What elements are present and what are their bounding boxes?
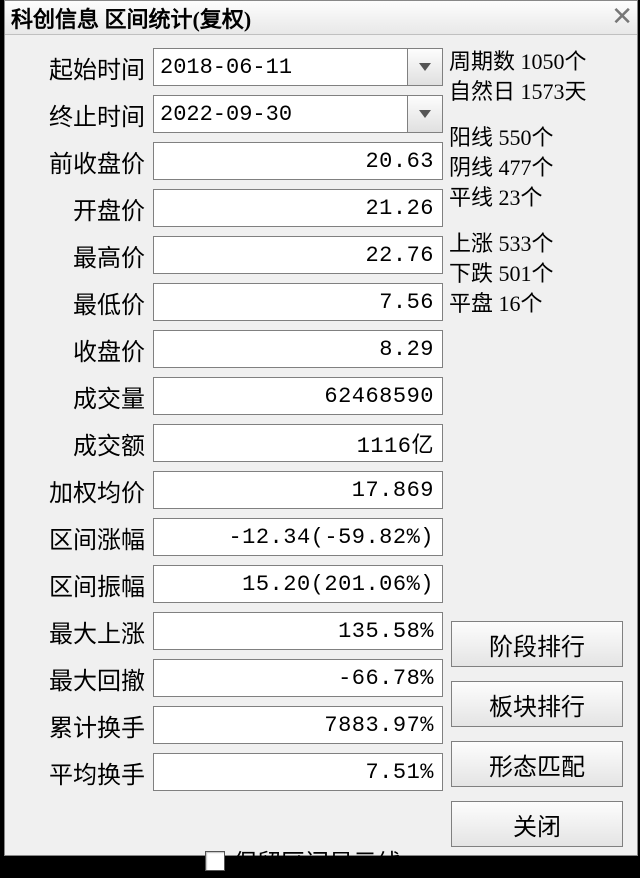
- keep-range-line-checkbox[interactable]: [205, 851, 225, 871]
- field-value[interactable]: 15.20(201.06%): [153, 565, 443, 603]
- field-label: 成交额: [13, 426, 153, 461]
- field-row: 加权均价17.869: [13, 470, 443, 510]
- window-title: 科创信息 区间统计(复权): [11, 2, 251, 34]
- field-row: 前收盘价20.63: [13, 141, 443, 181]
- chevron-down-icon: [418, 62, 432, 72]
- row-end-date: 终止时间 2022-09-30: [13, 94, 443, 134]
- keep-range-line-label: 保留区间显示线: [233, 843, 401, 878]
- field-row: 平均换手7.51%: [13, 752, 443, 792]
- field-label: 加权均价: [13, 473, 153, 508]
- field-row: 最低价7.56: [13, 282, 443, 322]
- form-column: 起始时间 2018-06-11 终止时间 2022-09-30 前收盘价2: [13, 47, 443, 799]
- field-value[interactable]: 8.29: [153, 330, 443, 368]
- field-value[interactable]: 62468590: [153, 377, 443, 415]
- stat-down: 下跌 501个: [449, 259, 633, 289]
- field-label: 最高价: [13, 238, 153, 273]
- stage-rank-button[interactable]: 阶段排行: [451, 621, 623, 667]
- pattern-match-button[interactable]: 形态匹配: [451, 741, 623, 787]
- dialog-body: 起始时间 2018-06-11 终止时间 2022-09-30 前收盘价2: [5, 35, 637, 53]
- field-value[interactable]: 7883.97%: [153, 706, 443, 744]
- field-label: 最大回撤: [13, 661, 153, 696]
- field-row: 成交量62468590: [13, 376, 443, 416]
- row-start-date: 起始时间 2018-06-11: [13, 47, 443, 87]
- field-row: 最大上涨135.58%: [13, 611, 443, 651]
- field-row: 开盘价21.26: [13, 188, 443, 228]
- field-label: 前收盘价: [13, 144, 153, 179]
- close-button[interactable]: 关闭: [451, 801, 623, 847]
- field-row: 最大回撤-66.78%: [13, 658, 443, 698]
- dialog-window: 科创信息 区间统计(复权) ✕ 起始时间 2018-06-11 终止时间 202…: [4, 0, 638, 856]
- field-label: 累计换手: [13, 708, 153, 743]
- stat-yin: 阴线 477个: [449, 153, 633, 183]
- end-date-dropdown-button[interactable]: [407, 95, 443, 133]
- start-date-dropdown-button[interactable]: [407, 48, 443, 86]
- field-label: 区间振幅: [13, 567, 153, 602]
- stat-periods: 周期数 1050个: [449, 47, 633, 77]
- chevron-down-icon: [418, 109, 432, 119]
- field-label: 成交量: [13, 379, 153, 414]
- stat-up: 上涨 533个: [449, 229, 633, 259]
- close-icon[interactable]: ✕: [611, 3, 633, 29]
- field-value[interactable]: 1116亿: [153, 424, 443, 462]
- keep-range-line-row: 保留区间显示线: [205, 843, 401, 878]
- field-row: 最高价22.76: [13, 235, 443, 275]
- field-value[interactable]: 7.51%: [153, 753, 443, 791]
- field-label: 开盘价: [13, 191, 153, 226]
- field-label: 收盘价: [13, 332, 153, 367]
- titlebar: 科创信息 区间统计(复权) ✕: [5, 1, 637, 35]
- end-date-combo[interactable]: 2022-09-30: [153, 95, 443, 133]
- stat-ping: 平线 23个: [449, 183, 633, 213]
- stat-days: 自然日 1573天: [449, 77, 633, 107]
- stat-yang: 阳线 550个: [449, 123, 633, 153]
- sector-rank-button[interactable]: 板块排行: [451, 681, 623, 727]
- field-row: 收盘价8.29: [13, 329, 443, 369]
- field-value[interactable]: 21.26: [153, 189, 443, 227]
- field-label: 区间涨幅: [13, 520, 153, 555]
- field-value[interactable]: -66.78%: [153, 659, 443, 697]
- end-date-value: 2022-09-30: [153, 95, 407, 133]
- field-row: 区间振幅15.20(201.06%): [13, 564, 443, 604]
- field-label: 最大上涨: [13, 614, 153, 649]
- field-value[interactable]: 20.63: [153, 142, 443, 180]
- field-value[interactable]: 17.869: [153, 471, 443, 509]
- start-date-combo[interactable]: 2018-06-11: [153, 48, 443, 86]
- field-row: 成交额1116亿: [13, 423, 443, 463]
- field-value[interactable]: -12.34(-59.82%): [153, 518, 443, 556]
- field-value[interactable]: 135.58%: [153, 612, 443, 650]
- end-date-label: 终止时间: [13, 97, 153, 132]
- start-date-value: 2018-06-11: [153, 48, 407, 86]
- start-date-label: 起始时间: [13, 50, 153, 85]
- field-value[interactable]: 7.56: [153, 283, 443, 321]
- field-value[interactable]: 22.76: [153, 236, 443, 274]
- field-label: 最低价: [13, 285, 153, 320]
- button-column: 阶段排行 板块排行 形态匹配 关闭: [451, 621, 627, 861]
- field-label: 平均换手: [13, 755, 153, 790]
- stat-flat: 平盘 16个: [449, 289, 633, 319]
- stats-column: 周期数 1050个 自然日 1573天 阳线 550个 阴线 477个 平线 2…: [449, 47, 633, 319]
- field-row: 累计换手7883.97%: [13, 705, 443, 745]
- field-row: 区间涨幅-12.34(-59.82%): [13, 517, 443, 557]
